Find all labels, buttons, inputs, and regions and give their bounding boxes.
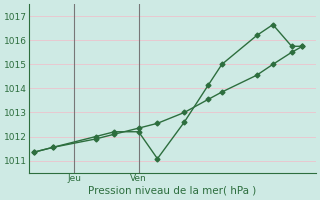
X-axis label: Pression niveau de la mer( hPa ): Pression niveau de la mer( hPa ) [88,186,256,196]
